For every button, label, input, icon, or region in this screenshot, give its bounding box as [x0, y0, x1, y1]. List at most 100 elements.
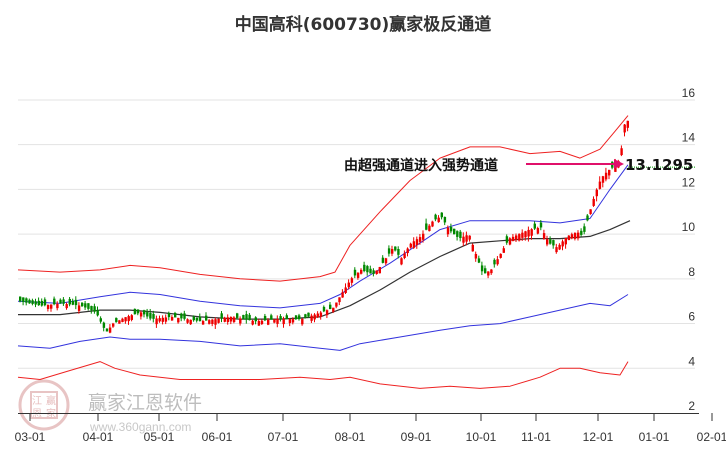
candle — [477, 258, 481, 263]
candle — [25, 298, 28, 303]
candle — [453, 228, 456, 235]
candle — [232, 317, 236, 323]
candle — [121, 318, 124, 323]
candle — [248, 314, 251, 321]
candle — [381, 257, 385, 263]
x-tick-label: 01-01 — [639, 430, 670, 444]
candle — [620, 148, 623, 156]
candle — [403, 253, 406, 258]
candle — [484, 268, 487, 274]
candle — [43, 299, 47, 306]
candle — [31, 300, 34, 304]
candle — [524, 231, 527, 238]
candle — [604, 172, 608, 180]
candle — [136, 309, 140, 314]
candle — [564, 237, 567, 245]
candle — [304, 314, 307, 318]
annotation-value: 13.1295 — [625, 156, 693, 174]
candle — [462, 236, 465, 243]
candle — [223, 317, 226, 322]
candle — [549, 239, 552, 244]
candle — [112, 323, 115, 327]
watermark-url: www.360gann.com — [89, 420, 191, 434]
svg-text:赢: 赢 — [46, 394, 56, 407]
candle — [583, 226, 586, 232]
candle — [167, 313, 171, 318]
chart-title: 中国高科(600730)赢家极反通道 — [234, 15, 492, 35]
candle — [586, 215, 589, 221]
candle — [353, 269, 357, 276]
candle — [242, 314, 245, 320]
candle — [428, 225, 431, 231]
candle — [93, 306, 96, 312]
candle — [220, 313, 223, 319]
candle — [378, 266, 381, 274]
candle — [90, 305, 93, 311]
candle — [546, 239, 549, 245]
candle — [573, 232, 577, 239]
candle — [170, 316, 174, 321]
candle — [608, 170, 611, 176]
x-tick-label: 06-01 — [202, 430, 233, 444]
candle — [56, 303, 59, 309]
axes: 2 4 6 8 10 12 14 16 03-01 04-01 05-01 06-01 07-01 08-… — [15, 86, 726, 444]
candle — [298, 315, 301, 320]
candle — [77, 305, 81, 311]
candle — [443, 216, 447, 223]
candle — [335, 302, 338, 307]
candle — [201, 321, 205, 325]
candle — [341, 292, 344, 298]
candle — [118, 320, 121, 324]
candle — [257, 321, 261, 326]
candle — [127, 316, 130, 322]
candle — [143, 310, 146, 315]
candle — [502, 248, 505, 253]
candle — [62, 299, 65, 304]
candle — [363, 264, 366, 272]
candle — [580, 230, 583, 235]
svg-text:江: 江 — [32, 395, 42, 407]
candle — [192, 316, 195, 321]
x-tick-label: 10-01 — [466, 430, 497, 444]
candle — [50, 304, 53, 309]
candle — [149, 312, 152, 319]
candle — [282, 319, 285, 325]
candle — [155, 318, 158, 325]
candle — [505, 236, 509, 243]
candle — [415, 239, 419, 246]
x-tick-label: 05-01 — [144, 430, 175, 444]
candle — [446, 227, 450, 235]
candle — [474, 253, 478, 259]
candle — [313, 314, 316, 320]
candle — [533, 223, 536, 229]
inner-lower-band — [17, 294, 629, 351]
candle — [186, 319, 189, 323]
candle — [465, 235, 468, 242]
candle — [391, 249, 394, 254]
candle — [375, 270, 378, 275]
candle — [511, 236, 515, 242]
candle — [409, 243, 412, 248]
candle — [397, 248, 400, 255]
candle — [601, 176, 605, 183]
candle — [356, 272, 360, 278]
x-tick-label: 11-01 — [521, 430, 551, 444]
y-tick-label: 14 — [682, 131, 696, 145]
candle — [310, 315, 313, 321]
candle — [589, 209, 592, 215]
candle — [521, 232, 524, 238]
candle — [183, 313, 186, 319]
candle — [270, 315, 273, 320]
candle — [53, 298, 56, 305]
candle — [459, 231, 462, 239]
y-tick-label: 2 — [688, 399, 695, 413]
outer-upper-band — [17, 115, 629, 282]
candle — [195, 317, 199, 321]
candle — [301, 318, 304, 325]
candle — [71, 300, 75, 305]
candle — [307, 312, 310, 317]
candle — [177, 317, 180, 323]
candle — [87, 303, 90, 309]
candle — [480, 265, 484, 272]
